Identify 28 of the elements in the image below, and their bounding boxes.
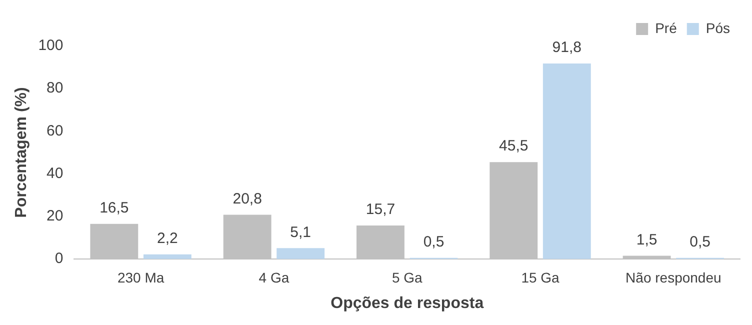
y-tick-label: 100 <box>38 37 64 54</box>
y-tick-label: 20 <box>46 208 64 225</box>
x-tick-label: Não respondeu <box>626 269 722 286</box>
x-tick-label: 15 Ga <box>521 269 560 286</box>
x-tick-label: 5 Ga <box>392 269 422 286</box>
legend-label: Pós <box>706 20 730 36</box>
y-tick-label: 80 <box>46 80 64 97</box>
x-tick-label: 230 Ma <box>117 269 164 286</box>
legend-label: Pré <box>655 20 678 36</box>
bar <box>276 248 325 259</box>
data-label: 16,5 <box>100 199 129 216</box>
y-tick-label: 60 <box>46 122 64 140</box>
x-tick-label: 4 Ga <box>258 269 290 286</box>
data-label: 15,7 <box>366 201 396 218</box>
data-label: 0,5 <box>423 234 444 251</box>
y-axis-title: Porcentagem (%) <box>13 87 30 218</box>
data-label: 2,2 <box>157 230 178 247</box>
bar <box>143 254 192 259</box>
data-label: 20,8 <box>232 190 262 208</box>
y-tick-label: 40 <box>46 164 64 182</box>
x-axis-title: Opções de resposta <box>330 294 484 312</box>
bar <box>542 63 591 259</box>
data-label: 45,5 <box>499 138 528 155</box>
data-label: 91,8 <box>552 39 582 56</box>
data-label: 1,5 <box>636 231 658 248</box>
y-tick-label: 0 <box>54 250 64 268</box>
data-label: 5,1 <box>290 224 312 241</box>
data-label: 0,5 <box>690 234 710 251</box>
